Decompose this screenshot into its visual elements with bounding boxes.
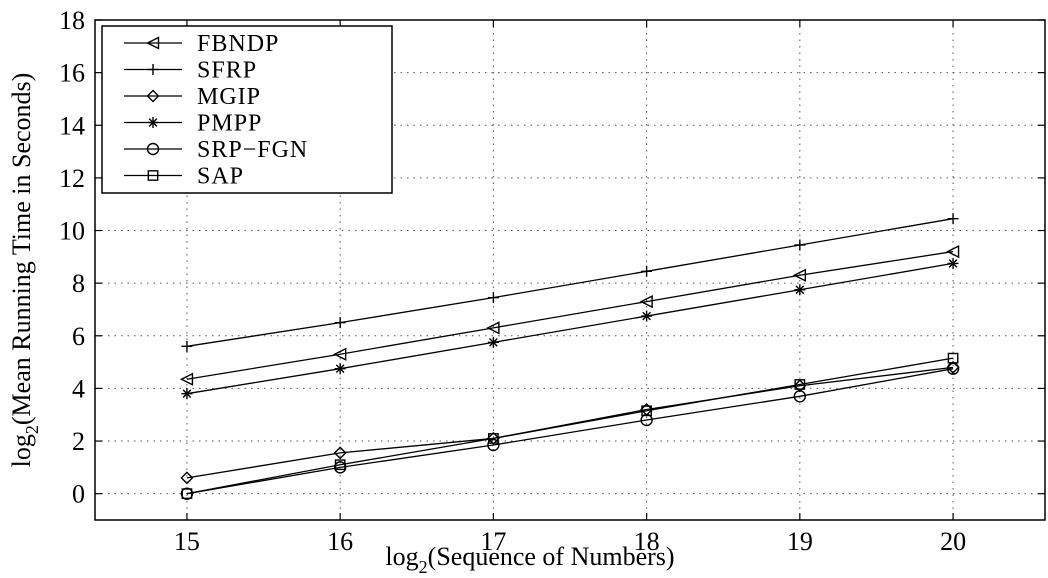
data-point-fbndp (333, 347, 347, 361)
y-tick-label: 4 (72, 374, 85, 403)
data-point-fbndp (945, 244, 960, 259)
x-tick-label: 19 (787, 527, 813, 556)
star-marker-d2 (795, 285, 805, 295)
data-point-sap (947, 352, 959, 364)
legend-label-sfrp: SFRP (197, 58, 257, 84)
series-line-sfrp (186, 218, 954, 347)
legend-marker-srp-fgn (146, 142, 160, 156)
legend-label-srp-fgn: SRP−FGN (197, 137, 308, 163)
legend-label-pmpp: PMPP (197, 111, 262, 137)
y-tick-label: 0 (72, 480, 85, 509)
plot-frame (94, 19, 1046, 521)
y-tick-label: 10 (59, 217, 85, 246)
legend-marker-sap (147, 170, 159, 181)
series-line-sap (186, 357, 954, 495)
data-point-srp-fgn (487, 438, 500, 452)
legend-marker-mgip (146, 89, 160, 103)
legend-label-mgip: MGIP (197, 84, 261, 110)
series-srp-fgn (180, 362, 960, 500)
legend-item-mgip: MGIP (124, 84, 261, 110)
data-point-pmpp (334, 363, 346, 375)
data-point-sfrp (487, 292, 499, 304)
series-sfrp (181, 213, 959, 352)
series-lines (179, 213, 960, 500)
series-line-srp-fgn (186, 368, 954, 495)
data-point-sfrp (947, 213, 959, 225)
star-marker-d2 (182, 389, 192, 399)
star-marker-d2 (642, 311, 651, 321)
series-sap (181, 352, 959, 500)
data-point-sfrp (794, 239, 806, 251)
y-tick-label: 18 (59, 6, 85, 35)
legend-marker-pmpp (147, 117, 159, 128)
star-marker-d2 (148, 118, 158, 127)
data-point-sap (334, 459, 346, 471)
star-marker-d2 (489, 338, 498, 347)
x-tick-label: 17 (480, 527, 506, 556)
legend-item-sap: SAP (124, 164, 244, 190)
data-point-mgip (333, 446, 347, 460)
y-tick-label: 16 (59, 59, 85, 88)
data-point-pmpp (947, 257, 959, 269)
y-tick-label: 14 (59, 111, 85, 140)
data-point-srp-fgn (793, 390, 807, 403)
data-point-fbndp (179, 372, 194, 386)
y-axis-label: log2(Mean Running Time in Seconds) (7, 73, 42, 468)
series-pmpp (181, 257, 959, 400)
data-point-fbndp (486, 321, 500, 335)
legend-item-fbndp: FBNDP (124, 31, 279, 57)
data-point-srp-fgn (333, 461, 347, 474)
series-line-fbndp (186, 250, 954, 380)
data-point-fbndp (639, 294, 653, 309)
series-line-mgip (186, 366, 954, 479)
data-point-srp-fgn (180, 487, 194, 500)
legend-marker-sfrp (147, 64, 159, 75)
data-point-fbndp (792, 268, 807, 282)
x-tick-label: 15 (174, 527, 200, 556)
legend-label-fbndp: FBNDP (197, 31, 279, 57)
legend-item-sfrp: SFRP (124, 58, 257, 84)
legend-label-sap: SAP (197, 164, 244, 190)
data-point-mgip (180, 471, 194, 485)
data-point-srp-fgn (640, 413, 653, 427)
y-tick-label: 12 (59, 164, 85, 193)
axis-ticks: 15 16 17 18 19 20 0 2 4 6 8 10 12 14 16 18 (59, 6, 1045, 556)
series-mgip (180, 360, 960, 485)
data-point-pmpp (641, 310, 653, 322)
y-tick-label: 6 (72, 322, 85, 351)
data-point-mgip (486, 431, 500, 445)
data-point-sap (488, 433, 499, 444)
data-point-pmpp (794, 284, 806, 296)
series-fbndp (179, 244, 960, 386)
data-point-sap (181, 488, 193, 500)
legend-item-pmpp: PMPP (124, 111, 262, 137)
data-point-sap (641, 405, 652, 417)
data-point-pmpp (181, 388, 193, 400)
data-point-pmpp (487, 336, 499, 348)
legend-marker-fbndp (145, 36, 160, 50)
star-marker-d2 (948, 259, 958, 268)
x-tick-label: 18 (634, 527, 660, 556)
data-point-sfrp (334, 317, 346, 329)
x-tick-label: 20 (940, 527, 966, 556)
data-point-sfrp (181, 340, 193, 352)
series-line-pmpp (186, 262, 954, 395)
legend-box (101, 25, 393, 194)
data-point-sap (794, 379, 806, 390)
x-axis-label: log2(Sequence of Numbers) (385, 542, 674, 577)
data-point-sfrp (641, 265, 653, 277)
y-tick-label: 8 (72, 269, 85, 298)
legend-item-srp-fgn: SRP−FGN (124, 137, 308, 163)
y-tick-label: 2 (72, 427, 85, 456)
star-marker-d2 (335, 364, 345, 374)
x-tick-label: 16 (327, 527, 353, 556)
